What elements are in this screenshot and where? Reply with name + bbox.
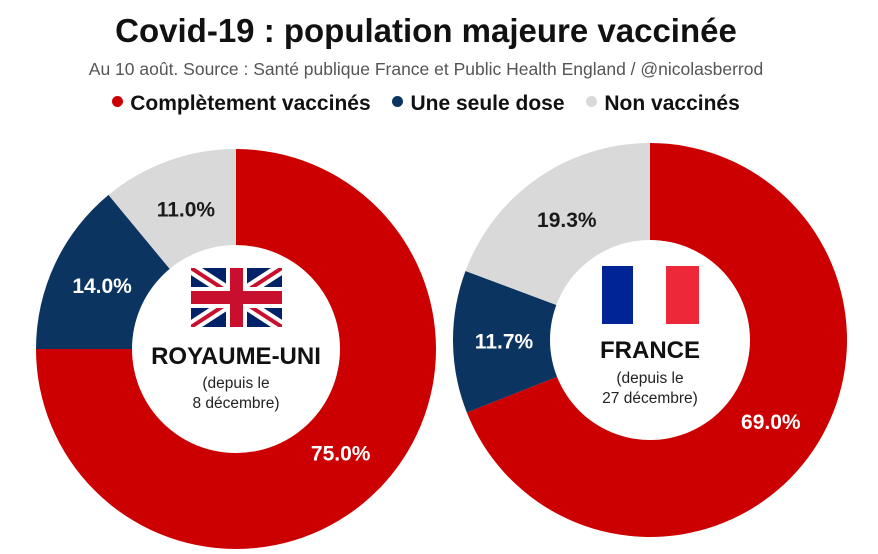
country-name-uk: ROYAUME-UNI — [151, 343, 321, 370]
country-note-france: 27 décembre) — [602, 390, 698, 407]
slice-label-uk-one-dose: 14.0% — [72, 275, 132, 298]
slice-label-uk-not-vaccinated: 11.0% — [157, 199, 216, 222]
country-name-france: FRANCE — [600, 337, 700, 364]
legend: Complètement vaccinés Une seule dose Non… — [0, 92, 852, 116]
donut-hole-uk — [132, 245, 340, 453]
legend-dot-icon — [586, 96, 598, 107]
chart-title: Covid-19 : population majeure vaccinée — [115, 12, 737, 49]
legend-label: Non vaccinés — [604, 92, 740, 115]
chart-subtitle: Au 10 août. Source : Santé publique Fran… — [88, 59, 764, 79]
french-flag — [602, 266, 699, 324]
legend-entry-not-vaccinated: Non vaccinés — [586, 92, 740, 116]
slice-label-uk-fully-vaccinated: 75.0% — [311, 443, 371, 466]
union-jack-flag — [191, 268, 282, 327]
legend-dot-icon — [112, 96, 124, 107]
slice-label-france-not-vaccinated: 19.3% — [537, 209, 597, 232]
country-note-uk: (depuis le — [202, 375, 269, 392]
country-note-france: (depuis le — [616, 370, 683, 387]
legend-entry-fully-vaccinated: Complètement vaccinés — [112, 92, 371, 116]
slice-label-france-fully-vaccinated: 69.0% — [741, 411, 801, 434]
legend-dot-icon — [392, 96, 404, 107]
slice-label-france-one-dose: 11.7% — [475, 330, 534, 353]
donut-hole-france — [550, 240, 750, 440]
legend-label: Complètement vaccinés — [130, 92, 371, 115]
country-note-uk: 8 décembre) — [192, 395, 279, 412]
legend-entry-one-dose: Une seule dose — [392, 92, 565, 116]
legend-label: Une seule dose — [410, 92, 565, 115]
